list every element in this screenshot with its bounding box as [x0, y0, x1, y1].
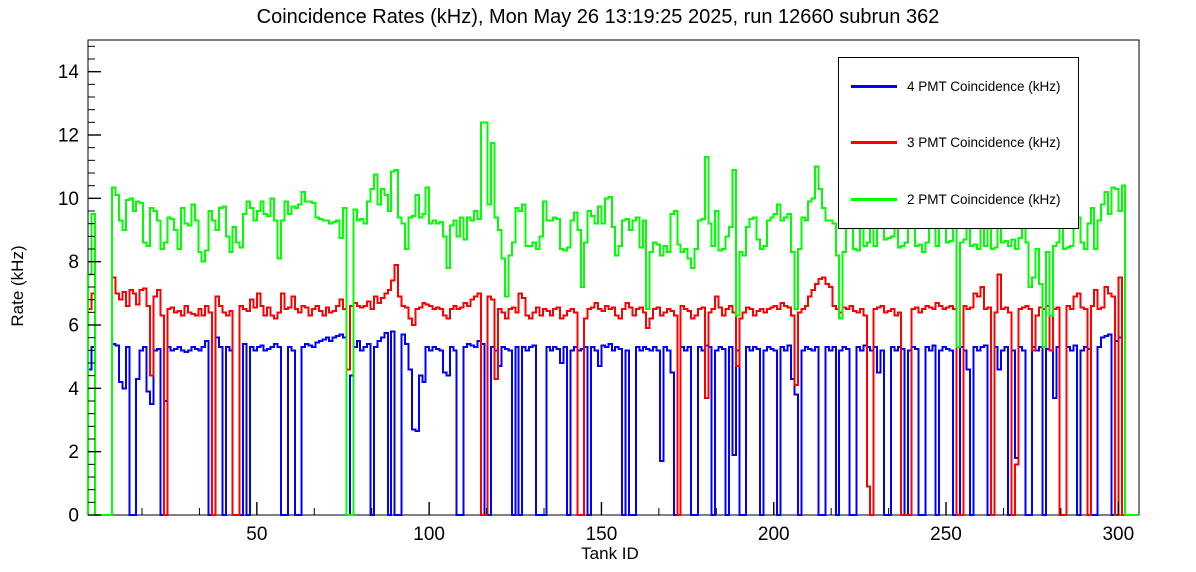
- y-axis-tick-label: 12: [58, 126, 79, 147]
- y-axis-tick-label: 10: [58, 189, 79, 210]
- y-axis-tick-label: 2: [68, 442, 79, 463]
- x-axis-tick-label: 50: [246, 524, 267, 545]
- legend-swatch-2pmt: [851, 198, 897, 202]
- y-axis-tick-label: 0: [68, 506, 79, 527]
- legend-box: 4 PMT Coincidence (kHz) 3 PMT Coincidenc…: [838, 57, 1079, 229]
- legend-entry-4pmt: 4 PMT Coincidence (kHz): [839, 79, 1078, 94]
- y-axis-tick-label: 14: [58, 62, 80, 83]
- x-axis-tick-label: 150: [586, 524, 618, 545]
- legend-label-4pmt: 4 PMT Coincidence (kHz): [907, 78, 1061, 94]
- y-axis-tick-label: 8: [68, 252, 79, 273]
- y-axis-tick-label: 6: [68, 316, 79, 337]
- legend-label-2pmt: 2 PMT Coincidence (kHz): [907, 192, 1061, 208]
- y-axis-title: Rate (kHz): [8, 245, 27, 327]
- x-axis-tick-label: 250: [930, 524, 962, 545]
- series-step-2: [87, 121, 1139, 516]
- y-axis-tick-label: 4: [68, 379, 79, 400]
- legend-entry-3pmt: 3 PMT Coincidence (kHz): [839, 135, 1078, 150]
- legend-swatch-4pmt: [851, 84, 897, 88]
- series-step-1: [87, 263, 1139, 516]
- chart-title: Coincidence Rates (kHz), Mon May 26 13:1…: [256, 6, 940, 28]
- legend-entry-2pmt: 2 PMT Coincidence (kHz): [839, 192, 1078, 207]
- legend-swatch-3pmt: [851, 141, 897, 145]
- x-axis-tick-label: 100: [413, 524, 445, 545]
- x-axis-tick-label: 300: [1102, 524, 1134, 545]
- x-axis-title: Tank ID: [581, 544, 639, 563]
- legend-label-3pmt: 3 PMT Coincidence (kHz): [907, 135, 1061, 151]
- series-step-0: [87, 330, 1139, 516]
- x-axis-tick-label: 200: [758, 524, 790, 545]
